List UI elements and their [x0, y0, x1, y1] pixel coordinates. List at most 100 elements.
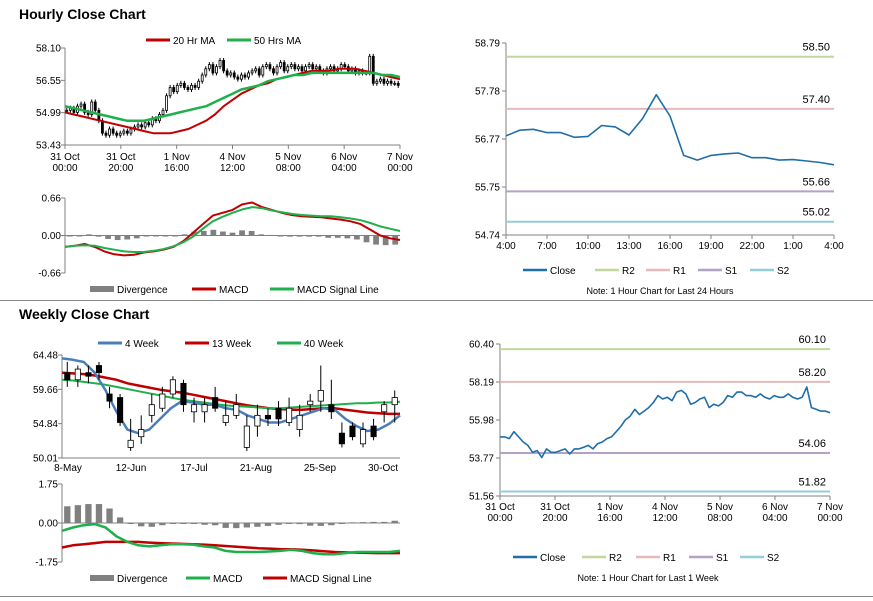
hourly-price-xtick-label: 1 Nov 16:00 — [164, 152, 190, 174]
weekly-pivot-legend-s1-label: S1 — [716, 553, 729, 564]
weekly-macd-divergence-bar — [338, 523, 346, 524]
hourly-macd-divergence-bar — [114, 235, 121, 241]
hourly-price-candle — [65, 109, 69, 112]
hourly-price-ytick-label: 54.99 — [36, 108, 61, 119]
hourly-macd-divergence-bar — [363, 235, 370, 243]
weekly-price-candle — [117, 397, 124, 423]
hourly-price-candle — [204, 68, 208, 76]
hourly-signal-line — [64, 206, 401, 253]
hourly-price-candle — [229, 72, 233, 76]
weekly-price-candle — [349, 425, 356, 438]
weekly-pivot-xtick-label: 4 Nov 12:00 — [652, 502, 678, 524]
weekly-pivot-level-r1-label: 58.20 — [798, 367, 826, 379]
hourly-pivot-ytick-label: 54.74 — [475, 231, 500, 242]
hourly-pivot-level-s1-label: 55.66 — [802, 176, 830, 188]
hourly-price-candle — [382, 78, 386, 84]
weekly-macd-divergence-bar — [380, 521, 388, 523]
hourly-macd-divergence-bar — [76, 235, 83, 237]
weekly-price-candle — [159, 393, 166, 409]
hourly-price-candle — [115, 132, 119, 136]
weekly-macd-divergence-bar — [370, 521, 377, 523]
hourly-macd-ytick-label: 0.66 — [42, 194, 62, 205]
weekly-price-ytick-label: 54.84 — [33, 419, 58, 430]
hourly-price-candle — [207, 64, 211, 70]
hourly-pivot-legend-r2-label: R2 — [622, 266, 635, 277]
hourly-macd-divergence-bar — [354, 235, 360, 240]
hourly-price-candle — [268, 64, 272, 70]
weekly-macd-divergence-bar — [243, 523, 251, 528]
weekly-price-candle — [317, 390, 324, 402]
weekly-price-candle — [74, 368, 81, 381]
weekly-macd-divergence-bar — [74, 505, 82, 523]
hourly-pivot-legend-r1-label: R1 — [673, 266, 686, 277]
weekly-macd-divergence-bar — [85, 504, 92, 523]
weekly-price-xtick-label: 25-Sep — [304, 463, 337, 474]
weekly-pivot-xtick-label: 5 Nov 08:00 — [707, 502, 733, 524]
hourly-price-candle — [104, 132, 108, 136]
hourly-macd-divergence-bar — [334, 235, 341, 238]
hourly-price-candle — [240, 74, 243, 80]
weekly-price-xtick-label: 12-Jun — [116, 463, 147, 474]
hourly-macd-ytick-label: -0.66 — [38, 269, 61, 280]
hourly-macd-divergence-bar — [66, 235, 73, 237]
weekly-macd-divergence-bar — [159, 523, 166, 526]
weekly-pivot-xtick-label: 31 Oct 20:00 — [540, 502, 570, 524]
hourly-price-candle — [396, 82, 400, 86]
hourly-price-candle — [300, 66, 304, 72]
weekly-macd-divergence-bar — [296, 523, 303, 525]
weekly-price-candle — [148, 404, 155, 416]
weekly-macd-divergence-bar — [307, 523, 314, 526]
weekly-price-candle — [212, 397, 219, 409]
hourly-macd-ytick-label: 0.00 — [42, 231, 62, 242]
hourly-price-candle — [378, 78, 382, 82]
hourly-price-candle — [172, 87, 176, 93]
hourly-price-candle — [314, 66, 318, 70]
weekly-price-candle — [381, 404, 388, 413]
hourly-pivot-close-line — [505, 93, 835, 166]
weekly-macd-divergence-bar — [64, 506, 71, 523]
weekly-macd-divergence-bar — [106, 508, 113, 523]
hourly-pivot-xtick-label: 4:00 — [824, 241, 844, 252]
hourly-price-candle — [254, 68, 258, 72]
hourly-price-candle — [282, 62, 286, 72]
weekly-macd-divergence-bar — [391, 520, 398, 523]
hourly-price-candle — [175, 84, 179, 93]
weekly-price-candle — [307, 400, 314, 406]
hourly-pivot-xtick-label: 7:00 — [537, 241, 557, 252]
hourly-macd-divergence-bar — [133, 235, 140, 239]
weekly-price-candle — [190, 404, 198, 413]
weekly-price-candle — [64, 372, 71, 381]
weekly-macd-divergence-bar — [180, 523, 187, 524]
weekly-macd-divergence-bar — [138, 523, 145, 527]
hourly-macd-divergence-bar — [258, 234, 265, 236]
weekly-pivot-close-line — [500, 386, 831, 459]
weekly-price-candle — [95, 365, 103, 374]
bottom-divider — [0, 596, 873, 597]
weekly-pivot-xtick-label: 31 Oct 00:00 — [485, 502, 515, 524]
hourly-price-xtick-label: 6 Nov 04:00 — [331, 152, 357, 174]
hourly-macd-divergence-bar — [191, 231, 198, 236]
hourly-price-candle — [215, 66, 218, 74]
weekly-macd-divergence-bar — [201, 523, 208, 525]
hourly-macd-divergence-bar — [124, 235, 131, 240]
weekly-price-ytick-label: 59.66 — [33, 385, 58, 396]
hourly-price-candle — [193, 84, 197, 88]
weekly-macd-divergence-bar — [359, 522, 367, 524]
hourly-macd-divergence-bar — [86, 234, 92, 236]
hourly-price-candle — [111, 128, 115, 134]
weekly-legend-divergence-swatch — [90, 575, 114, 581]
weekly-pivot-note: Note: 1 Hour Chart for Last 1 Week — [578, 573, 719, 583]
weekly-pivot-ytick-label: 60.40 — [469, 340, 494, 351]
hourly-macd-divergence-bar — [200, 230, 207, 236]
hourly-price-candle — [293, 64, 297, 70]
hourly-price-candle — [264, 64, 268, 68]
hourly-price-xtick-label: 31 Oct 00:00 — [50, 152, 80, 174]
hourly-legend-divergence-swatch — [90, 286, 114, 292]
hourly-price-candle — [225, 70, 229, 76]
weekly-macd-divergence-bar — [148, 523, 155, 527]
weekly-price-candle — [169, 379, 176, 395]
weekly-macd-divergence-bar — [349, 522, 356, 524]
hourly-macd-divergence-bar — [306, 235, 312, 237]
hourly-macd-divergence-bar — [344, 235, 351, 239]
weekly-price-candle — [264, 414, 272, 420]
